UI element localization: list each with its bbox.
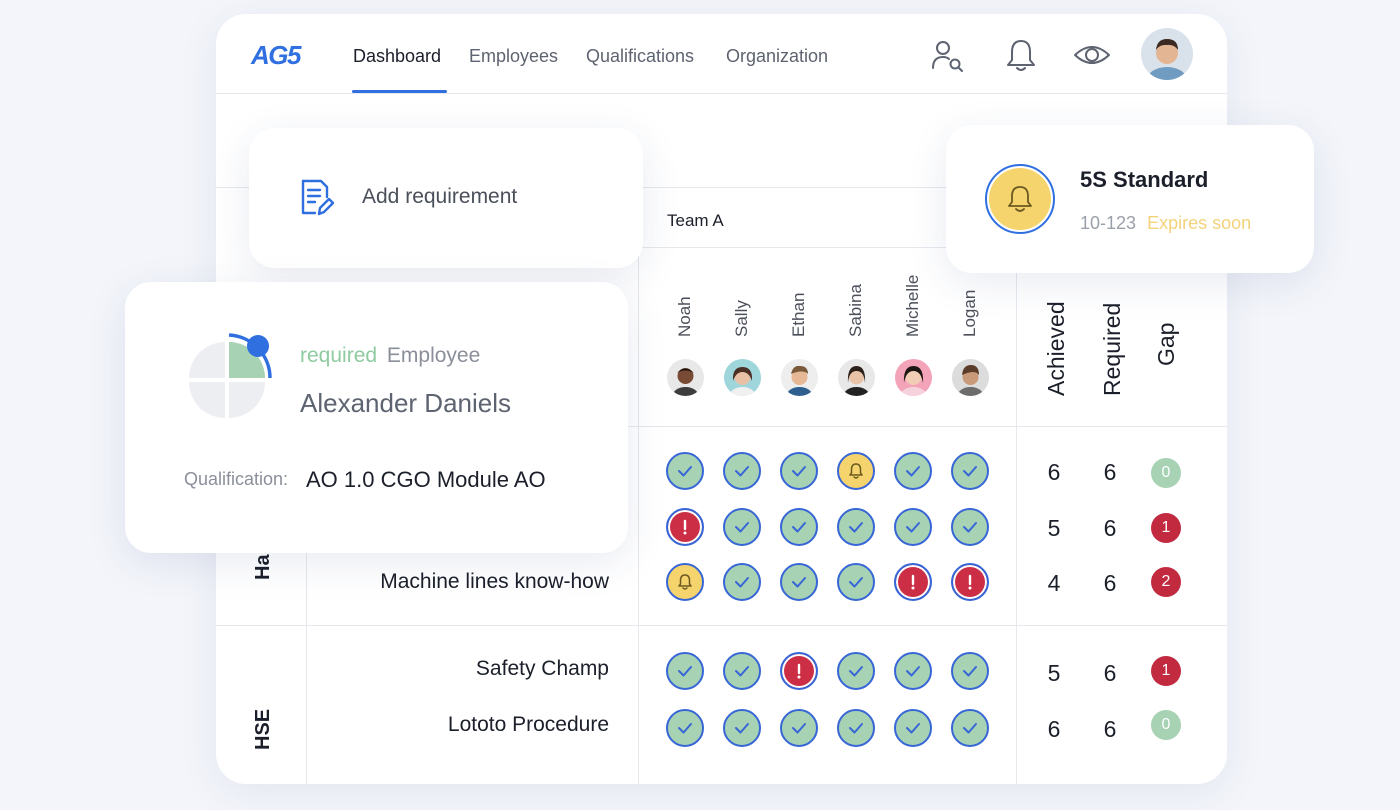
employee-name: Noah — [675, 296, 694, 337]
required-status: required — [300, 344, 378, 367]
expiry-status: Expires soon — [1147, 213, 1252, 233]
tab-qualifications[interactable]: Qualifications — [586, 46, 695, 66]
missing-alert-icon[interactable] — [951, 563, 989, 601]
qualified-check-icon[interactable] — [894, 452, 932, 490]
top-navigation-bar: AG5 Dashboard Employees Qualifications O… — [216, 14, 1227, 94]
tab-dashboard[interactable]: Dashboard — [353, 46, 442, 66]
group-label: HSE — [252, 708, 274, 750]
qualified-check-icon[interactable] — [951, 452, 989, 490]
qualified-check-icon[interactable] — [723, 508, 761, 546]
progress-pie-icon — [189, 333, 272, 418]
qualified-check-icon[interactable] — [780, 709, 818, 747]
team-name: Team A — [667, 211, 724, 230]
qualified-check-icon[interactable] — [723, 452, 761, 490]
qualified-check-icon[interactable] — [837, 508, 875, 546]
add-requirement-card[interactable]: Add requirement — [249, 128, 643, 268]
achieved-count: 5 — [1047, 660, 1061, 686]
gap-badge: 0 — [1151, 458, 1181, 488]
qualified-check-icon[interactable] — [951, 652, 989, 690]
expiring-bell-icon[interactable] — [837, 452, 875, 490]
employee-avatar[interactable] — [838, 359, 875, 396]
column-header-required: Required — [1099, 302, 1125, 396]
bell-icon — [985, 164, 1055, 234]
standard-code: 10-123 — [1080, 213, 1137, 233]
qualification-label: Qualification: — [184, 469, 289, 489]
employee-detail-card: required Employee Alexander Daniels Qual… — [125, 282, 628, 553]
qualified-check-icon[interactable] — [666, 652, 704, 690]
active-tab-indicator — [352, 90, 447, 93]
qualification-row-label[interactable]: Safety Champ — [475, 657, 609, 680]
qualified-check-icon[interactable] — [894, 709, 932, 747]
qualified-check-icon[interactable] — [780, 452, 818, 490]
eye-icon[interactable] — [1073, 36, 1111, 74]
gap-badge: 2 — [1151, 567, 1181, 597]
bell-icon[interactable] — [1002, 36, 1040, 74]
achieved-count: 4 — [1047, 570, 1061, 596]
group-label: Ha — [252, 554, 274, 580]
qualified-check-icon[interactable] — [894, 652, 932, 690]
required-count: 6 — [1103, 459, 1117, 485]
column-header-gap: Gap — [1153, 322, 1179, 366]
gap-badge: 1 — [1151, 656, 1181, 686]
employee-name: Michelle — [903, 274, 922, 337]
tab-employees[interactable]: Employees — [469, 46, 559, 66]
standard-title: 5S Standard — [1080, 167, 1209, 192]
required-count: 6 — [1103, 660, 1117, 686]
qualified-check-icon[interactable] — [951, 508, 989, 546]
qualification-row-label[interactable]: Machine lines know-how — [380, 570, 609, 593]
employee-avatar[interactable] — [952, 359, 989, 396]
missing-alert-icon[interactable] — [894, 563, 932, 601]
employee-avatar[interactable] — [781, 359, 818, 396]
achieved-count: 5 — [1047, 515, 1061, 541]
required-count: 6 — [1103, 570, 1117, 596]
employee-role: Employee — [386, 344, 481, 367]
qualified-check-icon[interactable] — [780, 563, 818, 601]
required-count: 6 — [1103, 716, 1117, 742]
ag5-logo[interactable]: AG5 — [251, 40, 301, 70]
qualified-check-icon[interactable] — [666, 709, 704, 747]
qualified-check-icon[interactable] — [837, 563, 875, 601]
document-edit-icon — [301, 179, 335, 216]
expiring-bell-icon[interactable] — [666, 563, 704, 601]
qualified-check-icon[interactable] — [837, 652, 875, 690]
employee-name: Sally — [732, 300, 751, 337]
achieved-count: 6 — [1047, 459, 1061, 485]
qualified-check-icon[interactable] — [951, 709, 989, 747]
user-search-icon[interactable] — [928, 36, 966, 74]
gap-badge: 1 — [1151, 513, 1181, 543]
employee-avatar[interactable] — [895, 359, 932, 396]
achieved-count: 6 — [1047, 716, 1061, 742]
add-requirement-label: Add requirement — [362, 185, 518, 208]
qualification-row-label[interactable]: Lototo Procedure — [447, 713, 609, 736]
tab-organization[interactable]: Organization — [726, 46, 829, 66]
missing-alert-icon[interactable] — [666, 508, 704, 546]
required-count: 6 — [1103, 515, 1117, 541]
qualification-value: AO 1.0 CGO Module AO — [306, 467, 546, 492]
qualified-check-icon[interactable] — [723, 563, 761, 601]
qualified-check-icon[interactable] — [780, 508, 818, 546]
employee-name: Logan — [960, 289, 979, 337]
qualified-check-icon[interactable] — [723, 652, 761, 690]
employee-avatar[interactable] — [667, 359, 704, 396]
standard-notification-card[interactable]: 5S Standard 10-123 Expires soon — [946, 125, 1314, 273]
qualified-check-icon[interactable] — [723, 709, 761, 747]
employee-avatar[interactable] — [724, 359, 761, 396]
qualified-check-icon[interactable] — [666, 452, 704, 490]
employee-name: Alexander Daniels — [300, 388, 512, 418]
gap-badge: 0 — [1151, 710, 1181, 740]
user-avatar[interactable] — [1141, 28, 1193, 80]
column-header-achieved: Achieved — [1043, 301, 1069, 396]
employee-name: Ethan — [789, 292, 808, 337]
qualified-check-icon[interactable] — [837, 709, 875, 747]
employee-name: Sabina — [846, 284, 865, 337]
missing-alert-icon[interactable] — [780, 652, 818, 690]
qualified-check-icon[interactable] — [894, 508, 932, 546]
